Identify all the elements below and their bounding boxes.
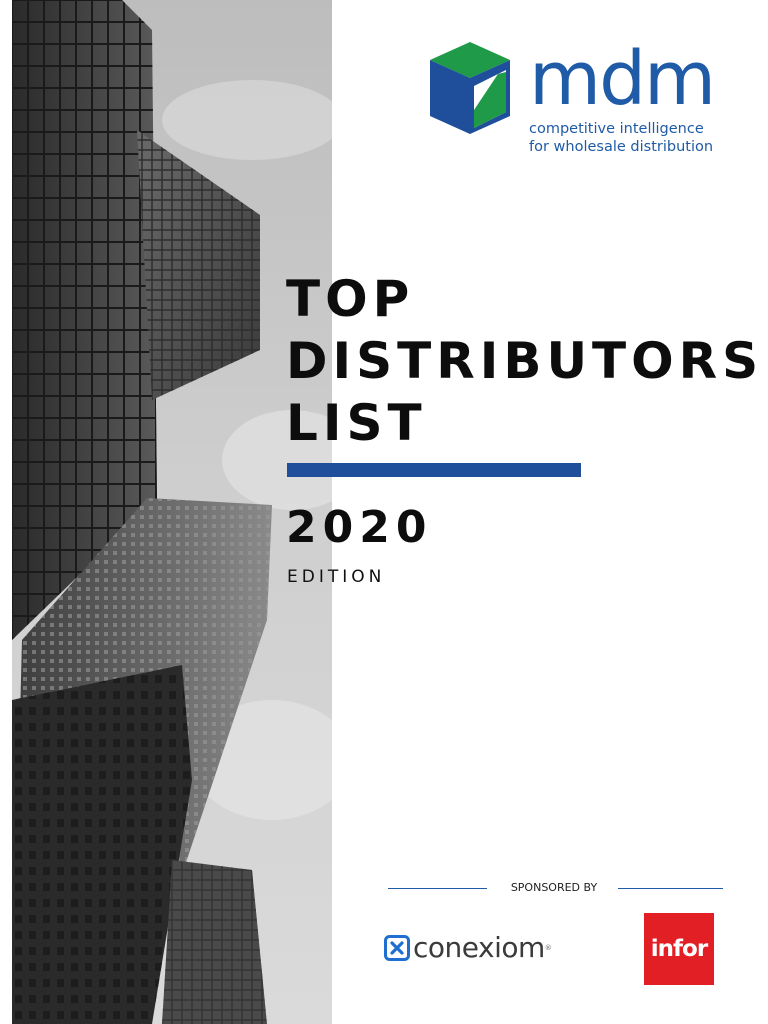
conexiom-wordmark: conexiom® [413,931,552,964]
title-line1: TOP [286,270,415,328]
title-divider [287,463,581,477]
title-line2: DISTRIBUTORS [286,332,764,390]
logo-tagline-line1: competitive intelligence [529,121,704,137]
mdm-logo: mdm competitive intelligence for wholesa… [428,40,748,160]
sponsor-logo-conexiom: conexiom® [384,928,552,968]
logo-tagline: competitive intelligence for wholesale d… [529,120,713,156]
mdm-cube-icon [430,42,510,134]
edition-year: 2020 [286,502,433,553]
infor-wordmark: infor [650,936,708,962]
cover-photo-skyscrapers [12,0,332,1024]
conexiom-x-icon [384,935,410,961]
sponsor-divider-right [618,888,723,889]
page-title: TOP DISTRIBUTORS LIST [286,268,763,454]
title-line3: LIST [286,394,427,452]
logo-wordmark: mdm [529,36,716,122]
sponsor-logo-infor: infor [644,913,714,985]
logo-tagline-line2: for wholesale distribution [529,139,714,155]
sponsored-by-label: SPONSORED BY [510,881,598,894]
sponsor-divider-left [388,888,487,889]
edition-label: EDITION [287,567,386,587]
